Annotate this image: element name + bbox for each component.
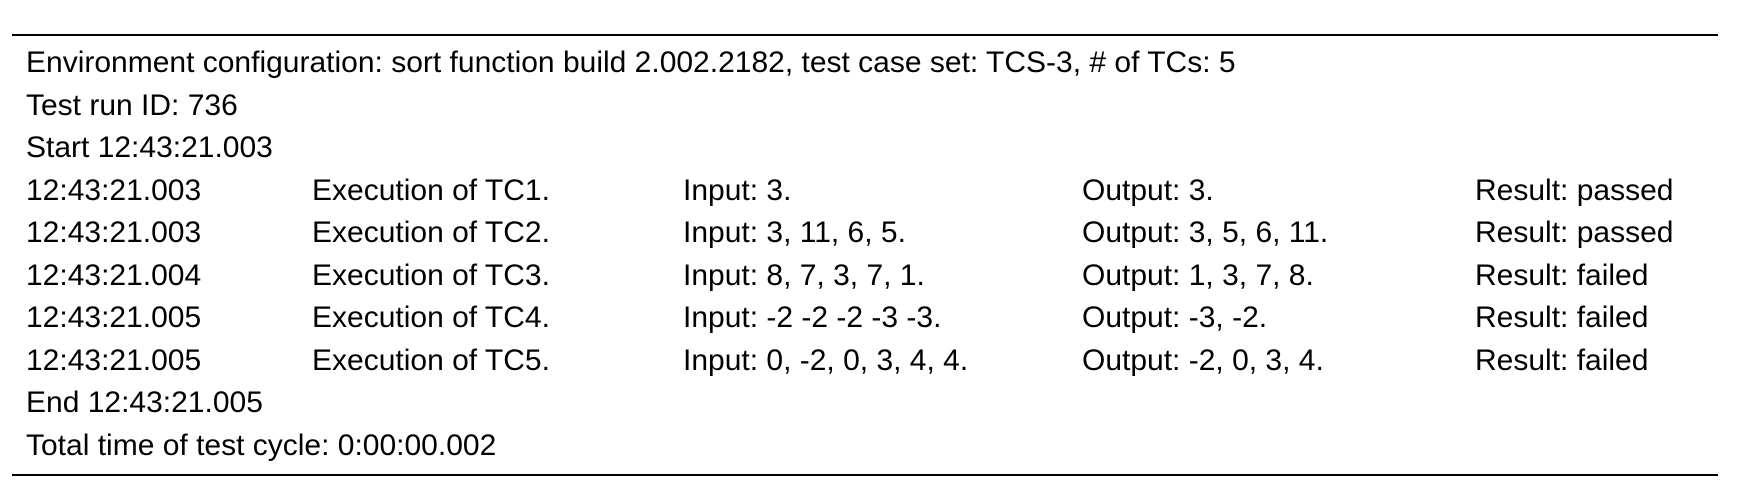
row-output: Output: -3, -2.: [1082, 301, 1268, 334]
row-execution: Execution of TC2.: [312, 216, 550, 249]
test-log: Environment configuration: sort function…: [12, 34, 1718, 476]
environment-line: Environment configuration: sort function…: [26, 46, 1236, 79]
row-input: Input: 8, 7, 3, 7, 1.: [683, 258, 925, 292]
test-case-row: 12:43:21.003 Execution of TC1. Input: 3.…: [12, 170, 1718, 213]
row-output: Output: 3.: [1082, 173, 1214, 207]
row-input: Input: 3.: [683, 173, 792, 207]
row-output: Output: 3, 5, 6, 11.: [1082, 216, 1329, 249]
row-execution: Execution of TC5.: [312, 343, 550, 377]
row-result: Result: failed: [1475, 301, 1649, 334]
row-time: 12:43:21.005: [26, 301, 202, 334]
row-execution: Execution of TC1.: [312, 173, 550, 207]
run-id-line: Test run ID: 736: [26, 88, 238, 122]
row-result: Result: passed: [1475, 173, 1674, 207]
row-execution: Execution of TC3.: [312, 258, 550, 292]
row-result: Result: failed: [1475, 343, 1649, 377]
row-result: Result: failed: [1475, 258, 1649, 292]
start-line: Start 12:43:21.003: [26, 131, 273, 164]
test-case-row: 12:43:21.003 Execution of TC2. Input: 3,…: [12, 212, 1718, 255]
row-output: Output: 1, 3, 7, 8.: [1082, 258, 1314, 292]
row-result: Result: passed: [1475, 216, 1674, 249]
row-time: 12:43:21.005: [26, 343, 202, 377]
row-input: Input: 0, -2, 0, 3, 4, 4.: [683, 343, 969, 377]
test-case-row: 12:43:21.004 Execution of TC3. Input: 8,…: [12, 255, 1718, 298]
row-time: 12:43:21.003: [26, 216, 202, 249]
row-execution: Execution of TC4.: [312, 301, 550, 334]
row-time: 12:43:21.004: [26, 258, 202, 292]
row-time: 12:43:21.003: [26, 173, 202, 207]
total-time-line: Total time of test cycle: 0:00:00.002: [26, 428, 497, 462]
row-output: Output: -2, 0, 3, 4.: [1082, 343, 1324, 377]
test-case-row: 12:43:21.005 Execution of TC5. Input: 0,…: [12, 340, 1718, 383]
test-case-row: 12:43:21.005 Execution of TC4. Input: -2…: [12, 297, 1718, 340]
row-input: Input: -2 -2 -2 -3 -3.: [683, 301, 942, 334]
end-line: End 12:43:21.005: [26, 386, 263, 419]
row-input: Input: 3, 11, 6, 5.: [683, 216, 906, 249]
